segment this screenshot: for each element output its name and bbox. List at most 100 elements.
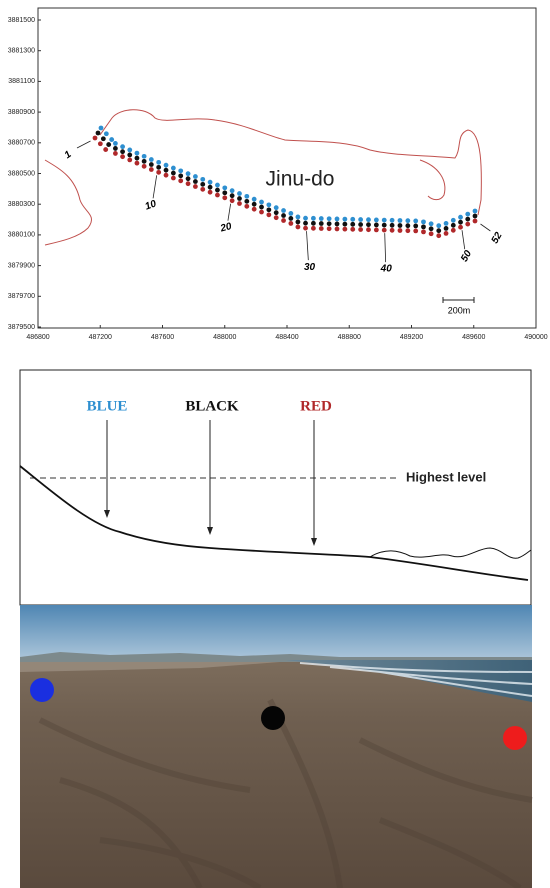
station-dot [473,209,478,214]
station-dot [429,226,434,231]
station-dot [303,226,308,231]
station-dot [311,221,316,226]
station-dot [266,202,271,207]
station-dot [186,171,191,176]
station-dot [113,151,118,156]
station-dot [436,228,441,233]
station-dot [382,218,387,223]
station-dot [327,226,332,231]
station-dot [421,224,426,229]
station-dot [244,199,249,204]
station-dot [374,228,379,233]
station-dot [390,223,395,228]
black-station [261,706,285,730]
y-tick-label: 3880500 [8,170,35,177]
station-dot [215,193,220,198]
y-tick-label: 3879700 [8,293,35,300]
station-dot [288,211,293,216]
station-dot [342,217,347,222]
station-dot [106,142,111,147]
station-dot [281,208,286,213]
station-dot [374,223,379,228]
station-dot [288,221,293,226]
station-dot [259,205,264,210]
station-dot [193,174,198,179]
y-tick-label: 3879900 [8,262,35,269]
level-label: Highest level [406,469,486,484]
station-dot [274,210,279,215]
station-dot [465,217,470,222]
station-dot [259,200,264,205]
station-dot [237,191,242,196]
station-dot [142,159,147,164]
station-dot [296,215,301,220]
station-dot [421,229,426,234]
station-label: 40 [380,264,393,275]
station-dot [186,176,191,181]
station-label: 30 [304,262,316,273]
station-dot [120,154,125,159]
station-dot [96,131,101,136]
station-dot [109,137,114,142]
station-dot [382,223,387,228]
y-tick-label: 3879500 [8,324,35,331]
y-tick-label: 3881500 [8,17,35,24]
station-dot [193,184,198,189]
station-dot [98,141,103,146]
station-dot [142,164,147,169]
station-dot [149,162,154,167]
station-dot [390,218,395,223]
station-dot [429,231,434,236]
station-dot [156,160,161,165]
station-dot [327,221,332,226]
station-dot [244,204,249,209]
station-dot [178,173,183,178]
beach-photo [20,605,532,888]
x-tick-label: 487200 [89,334,112,341]
station-dot [230,198,235,203]
x-tick-label: 488000 [213,334,236,341]
station-dot [266,207,271,212]
station-dot [113,141,118,146]
station-dot [436,223,441,228]
station-dot [350,222,355,227]
station-dot [237,201,242,206]
x-tick-label: 488400 [275,334,298,341]
station-dot [319,226,324,231]
station-dot [193,179,198,184]
station-dot [366,222,371,227]
station-dot [200,187,205,192]
station-dot [281,218,286,223]
station-dot [436,233,441,238]
station-dot [135,151,140,156]
x-tick-label: 489200 [400,334,423,341]
y-tick-label: 3880100 [8,232,35,239]
station-dot [135,156,140,161]
station-dot [135,161,140,166]
station-dot [444,231,449,236]
y-tick-label: 3880900 [8,109,35,116]
profile-panel: Highest level BLUEBLACKRED [20,370,531,605]
station-dot [274,205,279,210]
station-dot [335,217,340,222]
station-dot [208,180,213,185]
figure: 3881500388130038811003880900388070038805… [0,0,550,888]
station-dot [451,223,456,228]
station-dot [178,168,183,173]
station-dot [288,216,293,221]
station-dot [120,149,125,154]
station-dot [303,221,308,226]
station-dot [358,222,363,227]
station-dot [104,131,109,136]
map-panel: 3881500388130038811003880900388070038805… [8,8,548,341]
station-dot [335,222,340,227]
station-dot [366,227,371,232]
island-label: Jinu-do [266,168,335,191]
station-dot [413,223,418,228]
station-dot [208,185,213,190]
station-dot [413,218,418,223]
y-tick-label: 3880700 [8,140,35,147]
station-dot [421,219,426,224]
x-tick-label: 489600 [462,334,485,341]
station-dot [252,202,257,207]
